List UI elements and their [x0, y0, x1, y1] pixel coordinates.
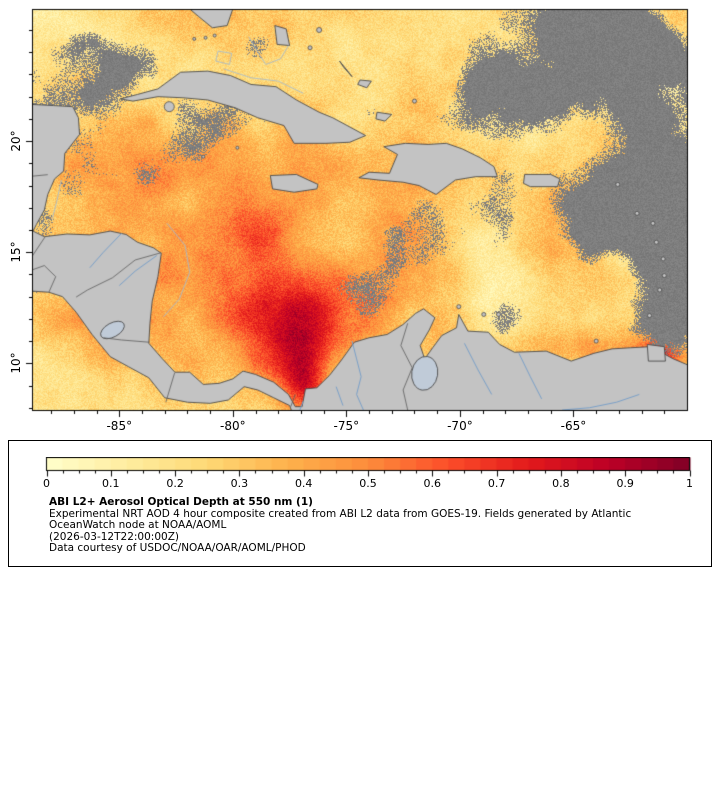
longitude-tick-label: -70°	[447, 419, 473, 433]
colorbar-tick-label: 0.8	[552, 477, 570, 490]
legend-description-line-1: Experimental NRT AOD 4 hour composite cr…	[49, 507, 632, 520]
aod-map-canvas	[0, 0, 720, 432]
legend-courtesy: Data courtesy of USDOC/NOAA/OAR/AOML/PHO…	[49, 542, 306, 555]
colorbar	[45, 457, 693, 481]
legend-title: ABI L2+ Aerosol Optical Depth at 550 nm …	[49, 496, 313, 508]
latitude-tick-label: 20°	[9, 130, 23, 152]
latitude-tick-label: 10°	[9, 352, 23, 374]
longitude-tick-label: -85°	[106, 419, 133, 433]
colorbar-tick-label: 0.3	[230, 477, 249, 490]
colorbar-tick-label: 0.5	[359, 477, 377, 490]
colorbar-tick-label: 0.9	[616, 477, 634, 490]
colorbar-tick-label: 0.6	[423, 477, 442, 490]
legend-text-block: ABI L2+ Aerosol Optical Depth at 550 nm …	[49, 496, 632, 555]
colorbar-tick-label: 0.4	[294, 477, 313, 490]
latitude-tick-label: 15°	[9, 241, 23, 263]
colorbar-tick-label: 1	[686, 477, 693, 490]
colorbar-tick-label: 0.7	[487, 477, 506, 490]
colorbar-tick-label: 0	[43, 477, 50, 490]
legend-timestamp: (2026-03-12T22:00:00Z)	[49, 530, 179, 543]
longitude-tick-label: -80°	[220, 419, 246, 433]
colorbar-tick-label: 0.2	[166, 477, 184, 490]
colorbar-tick-label: 0.1	[102, 477, 120, 490]
legend-description-line-2: OceanWatch node at NOAA/AOML	[49, 519, 227, 532]
longitude-tick-label: -75°	[333, 419, 360, 433]
legend-panel: ABI L2+ Aerosol Optical Depth at 550 nm …	[8, 440, 712, 567]
longitude-tick-label: -65°	[560, 419, 587, 433]
